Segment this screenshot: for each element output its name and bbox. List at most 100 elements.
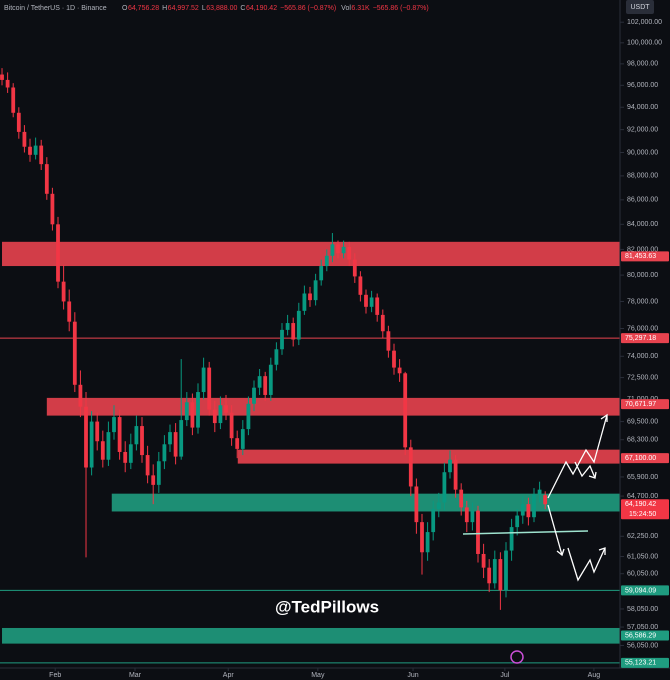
event-icon[interactable] [510,650,524,664]
y-tick-label: 90,000.00 [627,149,658,156]
y-tick-label: 61,050.00 [627,553,658,560]
zone [111,493,620,512]
zone [2,627,621,644]
candle-body [207,367,212,410]
ohlc-text: 64,190.42 [246,5,277,12]
candle-body [431,509,436,533]
y-tick-label: 84,000.00 [627,221,658,228]
candle-body [515,515,520,528]
zone [237,449,620,464]
candle-body [487,567,492,584]
candle-body [324,255,329,267]
candle-body [56,224,60,282]
price-label-box [621,585,669,596]
arrowhead [600,413,608,422]
x-tick-label: Apr [223,672,235,679]
arrowhead [556,548,565,557]
candle-body [364,294,368,307]
x-tick-label: Mar [129,672,142,679]
arrowhead [598,547,606,555]
candle-body [459,489,464,508]
candle-body [5,79,10,88]
candle-body [168,432,172,445]
price-label: 64,190.42 [625,501,656,508]
candle-body [330,244,335,256]
candle-body [140,426,144,456]
candle-body [336,244,340,254]
candle-body [341,246,346,254]
y-tick-label: 58,050.00 [627,606,658,613]
y-tick-label: 94,000.00 [627,104,658,111]
currency: USDT [630,4,650,11]
candle-body [386,331,391,351]
arrow-up-path [547,414,608,499]
y-tick-label: 88,000.00 [627,173,658,180]
y-tick-label: 78,000.00 [627,298,658,305]
candle-body [257,376,262,388]
candle-body [408,447,413,487]
price-label: 67,100.00 [625,455,656,462]
candle-body [397,367,402,374]
y-tick-label: 69,500.00 [627,418,658,425]
candle-body [313,280,318,301]
candle-body [526,504,531,518]
arrowhead [588,471,597,479]
price-label-box [621,333,669,344]
candle-body [112,417,116,433]
y-tick-label: 72,500.00 [627,374,658,381]
watermark: @TedPillows [275,597,379,616]
zone [46,397,620,416]
drawn-line [462,530,589,535]
candle-body [504,550,508,591]
candle-body [89,421,94,468]
candle-body [61,281,66,302]
candle-body [196,392,200,428]
candle-body [476,510,480,554]
y-tick-label: 100,000.00 [627,40,662,47]
candle-body [117,417,122,452]
volume-text: Vol [341,5,351,12]
price-label: 55,123.21 [625,660,656,667]
candle-body [84,406,88,468]
candle-body [520,504,525,516]
candle-body [296,310,301,340]
candle-body [492,559,497,584]
candle-body [380,314,385,332]
projection-arrows [547,413,608,582]
candle-body [369,297,374,307]
candle-body [252,387,256,404]
price-label: 59,094.09 [625,587,656,594]
candle-body [95,421,100,442]
candle-body [414,486,419,523]
candle-body [212,409,217,424]
arrow-bounce-path [567,547,606,582]
candle-body [268,364,273,395]
candle-body [16,112,21,132]
candle-body [235,438,240,449]
candle-body [481,553,486,568]
ohlc-text: C [240,5,245,12]
price-label: 70,671.97 [625,401,656,408]
candle-body [274,349,279,365]
y-tick-label: 102,000.00 [627,19,662,26]
price-label-box [621,630,669,641]
volume-text: −565.86 (−0.87%) [373,5,429,12]
y-tick-label: 60,050.00 [627,571,658,578]
candle-body [308,293,312,301]
price-label-box [621,499,669,520]
ohlc-text: −565.86 (−0.87%) [280,5,336,12]
y-tick-label: 62,250.00 [627,533,658,540]
ohlc-text: O [122,5,128,12]
y-tick-label: 80,000.00 [627,272,658,279]
x-tick-label: Feb [49,672,61,679]
x-tick-label: May [311,672,325,679]
ohlc-text: 64,756.28 [128,5,159,12]
y-tick-label: 56,050.00 [627,642,658,649]
candle-body [106,432,111,460]
price-label-box [621,453,669,464]
y-tick-label: 96,000.00 [627,82,658,89]
candle-body [358,276,363,295]
candle-body [218,405,223,424]
candle-body [420,522,424,553]
x-tick-label: Aug [588,672,601,679]
